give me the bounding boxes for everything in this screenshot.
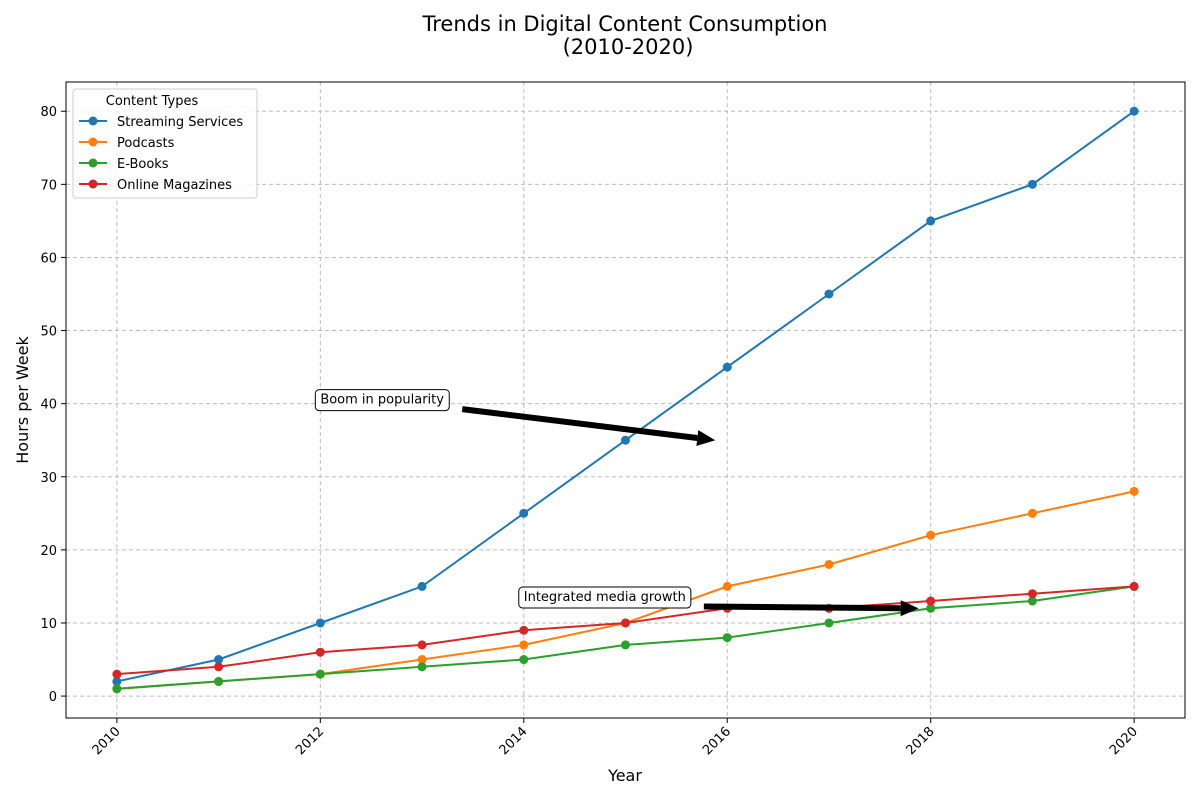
legend-entry-label: Online Magazines bbox=[117, 178, 232, 193]
legend-title: Content Types bbox=[106, 94, 199, 109]
annotation-arrowhead bbox=[696, 430, 716, 446]
plot-frame bbox=[65, 81, 1186, 719]
legend-swatch-marker bbox=[88, 179, 98, 189]
data-point bbox=[926, 530, 936, 540]
chart-title-line-1: Trends in Digital Content Consumption bbox=[422, 12, 828, 36]
plot-area: 0 10 20 30 40 50 60 70 80 2010 2012 2014 2016 2018 202… bbox=[40, 81, 1186, 758]
y-tick-label: 10 bbox=[40, 617, 57, 632]
legend-entry-label: Streaming Services bbox=[117, 115, 243, 130]
legend-swatch-marker bbox=[88, 158, 98, 168]
y-tick-label: 30 bbox=[40, 471, 57, 486]
data-point bbox=[417, 655, 427, 665]
data-point bbox=[1129, 106, 1139, 116]
data-point bbox=[621, 618, 630, 628]
annotation-arrowhead bbox=[900, 600, 919, 617]
legend-swatch-marker bbox=[88, 137, 98, 147]
data-point bbox=[722, 633, 732, 643]
data-point bbox=[315, 618, 325, 628]
data-point bbox=[1027, 179, 1037, 189]
y-tick-label: 70 bbox=[40, 178, 57, 193]
data-point bbox=[621, 640, 630, 650]
data-point bbox=[315, 669, 325, 679]
legend-swatch-marker bbox=[88, 116, 98, 126]
y-tick-label: 20 bbox=[40, 544, 57, 559]
data-point bbox=[1027, 589, 1037, 599]
data-point bbox=[112, 684, 122, 694]
x-tick-label: 2010 bbox=[90, 724, 124, 758]
annotation-arrow-1 bbox=[703, 603, 901, 612]
data-point bbox=[214, 676, 224, 686]
y-tick-label: 80 bbox=[40, 105, 57, 120]
data-point bbox=[1129, 486, 1139, 496]
annotation-arrow-0 bbox=[461, 406, 698, 441]
x-tick-label: 2014 bbox=[497, 724, 531, 758]
data-point bbox=[417, 640, 427, 650]
data-point bbox=[519, 640, 529, 650]
x-tick-label: 2018 bbox=[904, 724, 938, 758]
data-point bbox=[112, 669, 122, 679]
data-point bbox=[214, 655, 224, 665]
x-tick-label: 2016 bbox=[700, 724, 734, 758]
x-axis-label: Year bbox=[607, 766, 642, 785]
data-point bbox=[722, 581, 732, 591]
data-point bbox=[621, 435, 630, 445]
y-tick-label: 60 bbox=[40, 251, 57, 266]
y-tick-label: 50 bbox=[40, 325, 57, 340]
chart-title-line-2: (2010-2020) bbox=[563, 35, 694, 59]
y-tick-label: 40 bbox=[40, 398, 57, 413]
data-point bbox=[315, 647, 325, 657]
data-point bbox=[1027, 508, 1037, 518]
x-tick-label: 2020 bbox=[1107, 724, 1141, 758]
annotation-box bbox=[314, 389, 450, 412]
data-point bbox=[722, 362, 732, 372]
legend-box bbox=[72, 88, 258, 199]
data-point bbox=[824, 559, 834, 569]
annotation-label: Integrated media growth bbox=[524, 590, 686, 605]
data-point bbox=[824, 289, 834, 299]
data-point bbox=[926, 596, 936, 606]
annotation-label: Boom in popularity bbox=[320, 393, 444, 408]
x-tick-label: 2012 bbox=[293, 724, 327, 758]
data-point bbox=[417, 662, 427, 672]
data-point bbox=[112, 676, 122, 686]
annotation-box bbox=[518, 586, 692, 609]
data-point bbox=[519, 625, 529, 635]
data-point bbox=[926, 603, 936, 613]
data-point bbox=[1129, 581, 1139, 591]
data-point bbox=[824, 618, 834, 628]
data-point bbox=[1027, 596, 1037, 606]
y-tick-label: 0 bbox=[49, 690, 57, 705]
data-point bbox=[214, 662, 224, 672]
data-point bbox=[519, 508, 529, 518]
y-axis-label: Hours per Week bbox=[13, 336, 32, 464]
data-point bbox=[926, 216, 936, 226]
data-point bbox=[519, 655, 529, 665]
legend-entry-label: E-Books bbox=[117, 157, 169, 172]
legend-entry-label: Podcasts bbox=[117, 136, 175, 151]
data-point bbox=[417, 581, 427, 591]
